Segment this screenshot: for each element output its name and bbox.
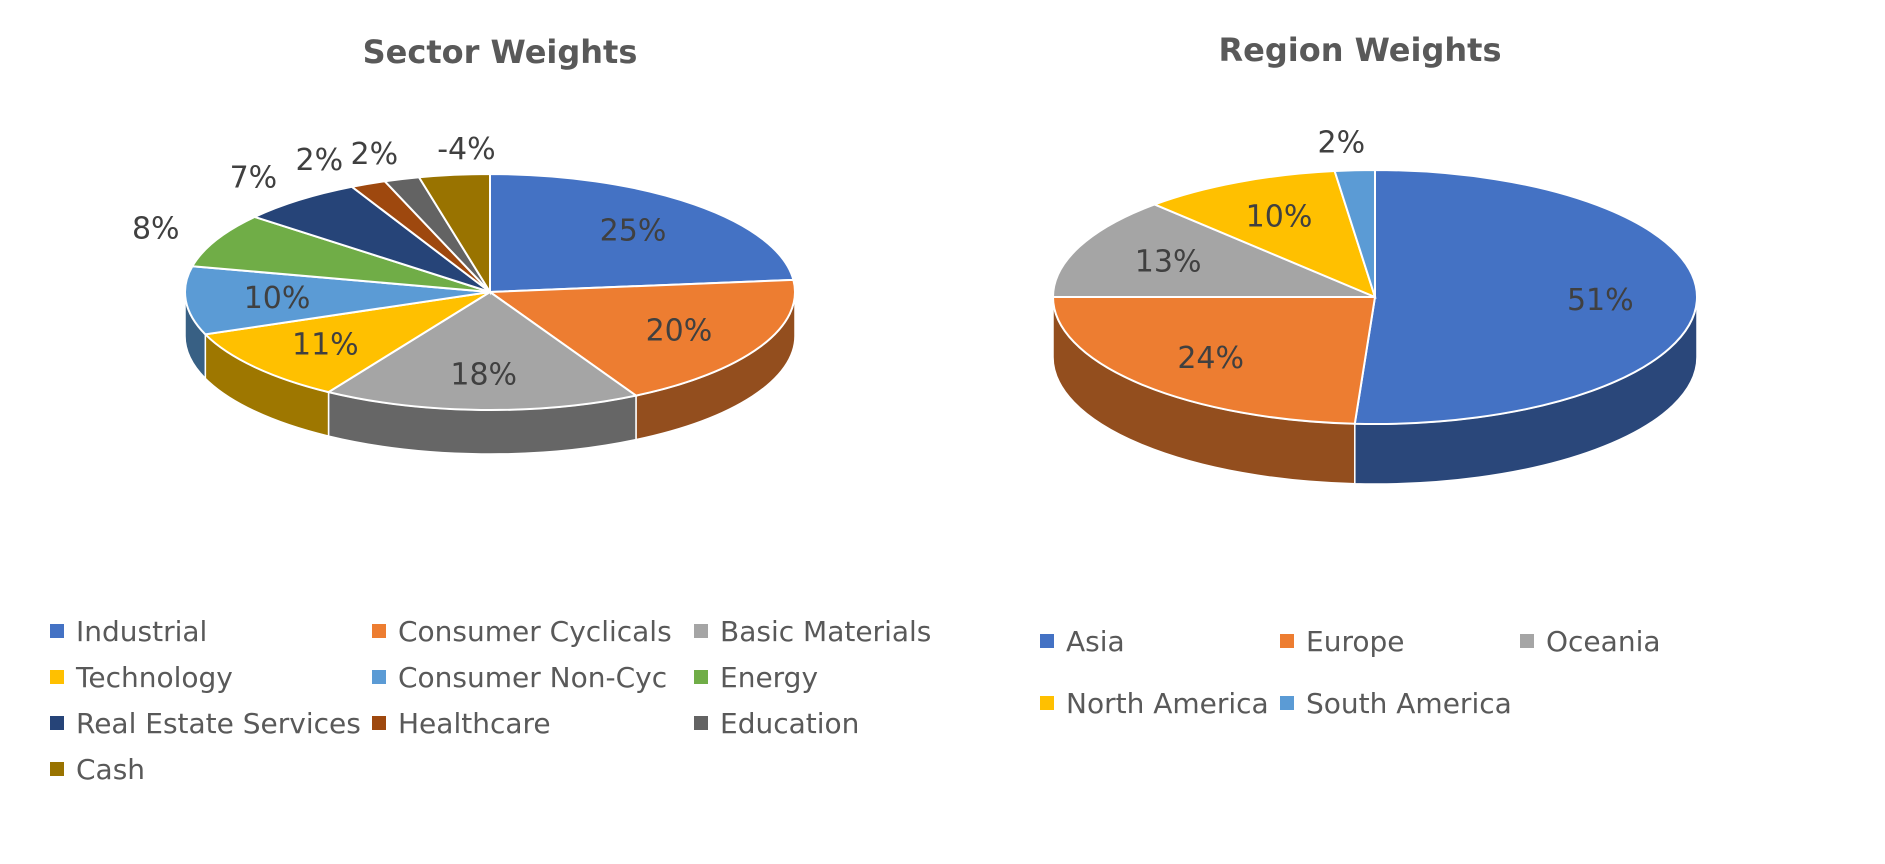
legend-swatch [372, 670, 386, 684]
pie-0-data-label-9: -4% [437, 132, 495, 167]
legend-swatch [1520, 634, 1534, 648]
pie-1-slice-3 [1151, 169, 1377, 299]
legend-swatch [1040, 634, 1054, 648]
legend-swatch [1040, 696, 1054, 710]
legend-item: Consumer Non-Cyc [372, 654, 694, 700]
legend-item: Real Estate Services [50, 700, 372, 746]
legend-label: South America [1306, 686, 1512, 720]
legend-item: Energy [694, 654, 1016, 700]
pie-0-data-label-0: 25% [600, 214, 667, 249]
legend-swatch [50, 670, 64, 684]
legend-item: Europe [1280, 618, 1520, 664]
legend-label: Healthcare [398, 706, 551, 740]
legend-item: Cash [50, 746, 372, 792]
pie-0-data-label-3: 11% [292, 328, 359, 363]
sector-chart-title: Sector Weights [363, 33, 638, 71]
legend-label: Industrial [76, 614, 208, 648]
pie-0-data-label-4: 10% [244, 281, 311, 316]
region-chart-title: Region Weights [1219, 31, 1502, 69]
pie-0-slice-5 [190, 215, 491, 293]
legend-item: Healthcare [372, 700, 694, 746]
pie-1-slice-0 [1353, 168, 1698, 425]
pie-1-data-label-1: 24% [1177, 341, 1244, 376]
pie-0: 25% 20% 18% 11% 10% 8% 7% 2% 2% -4% [132, 132, 796, 455]
legend-swatch [1280, 634, 1294, 648]
pie-1-data-label-2: 13% [1135, 245, 1202, 280]
pie-0-slice-6 [252, 185, 491, 293]
pie-1-slice-4 [1333, 168, 1376, 298]
legend-swatch [50, 762, 64, 776]
pie-1-slice-1 [1051, 296, 1377, 425]
legend-swatch [372, 624, 386, 638]
legend-item: Technology [50, 654, 372, 700]
legend-item: Oceania [1520, 618, 1760, 664]
legend-item: Education [694, 700, 1016, 746]
sector-legend: Industrial Consumer Cyclicals Basic Materi… [50, 608, 1016, 792]
legend-swatch [50, 624, 64, 638]
pie-1: 51% 24% 13% 10% 2% [1051, 125, 1698, 485]
legend-swatch [694, 624, 708, 638]
pie-1-data-label-3: 10% [1246, 200, 1313, 235]
pie-0-data-label-2: 18% [450, 358, 517, 393]
pie-0-slice-3 [203, 291, 491, 394]
legend-item: Consumer Cyclicals [372, 608, 694, 654]
pie-0-data-label-8: 2% [351, 137, 399, 172]
legend-item: North America [1040, 680, 1280, 726]
legend-label: Technology [76, 660, 233, 694]
legend-label: North America [1066, 686, 1269, 720]
pie-1-slice-2 [1051, 203, 1376, 298]
legend-label: Real Estate Services [76, 706, 361, 740]
legend-swatch [50, 716, 64, 730]
pie-0-data-label-1: 20% [646, 313, 713, 348]
legend-item: Asia [1040, 618, 1280, 664]
legend-label: Oceania [1546, 624, 1661, 658]
legend-swatch [372, 716, 386, 730]
legend-swatch [694, 716, 708, 730]
legend-label: Energy [720, 660, 819, 694]
pie-0-data-label-7: 2% [296, 143, 344, 178]
legend-label: Asia [1066, 624, 1125, 658]
legend-label: Europe [1306, 624, 1405, 658]
region-legend: Asia Europe Oceania North America South Amer… [1040, 618, 1760, 726]
pie-0-slice-0 [489, 172, 795, 294]
legend-item: South America [1280, 680, 1520, 726]
pie-1-data-label-0: 51% [1567, 283, 1634, 318]
pie-0-data-label-5: 8% [132, 212, 180, 247]
legend-item: Basic Materials [694, 608, 1016, 654]
legend-swatch [694, 670, 708, 684]
legend-swatch [1280, 696, 1294, 710]
legend-label: Education [720, 706, 860, 740]
legend-item: Industrial [50, 608, 372, 654]
legend-label: Basic Materials [720, 614, 932, 648]
pie-0-slice-9 [417, 172, 491, 296]
pie-0-slice-2 [325, 290, 639, 411]
pie-0-slice-1 [487, 278, 796, 397]
pie-0-slice-4 [184, 265, 491, 336]
legend-label: Consumer Cyclicals [398, 614, 672, 648]
legend-label: Cash [76, 752, 146, 786]
pie-0-data-label-6: 7% [230, 161, 278, 196]
pie-1-data-label-4: 2% [1318, 125, 1366, 160]
legend-label: Consumer Non-Cyc [398, 660, 668, 694]
